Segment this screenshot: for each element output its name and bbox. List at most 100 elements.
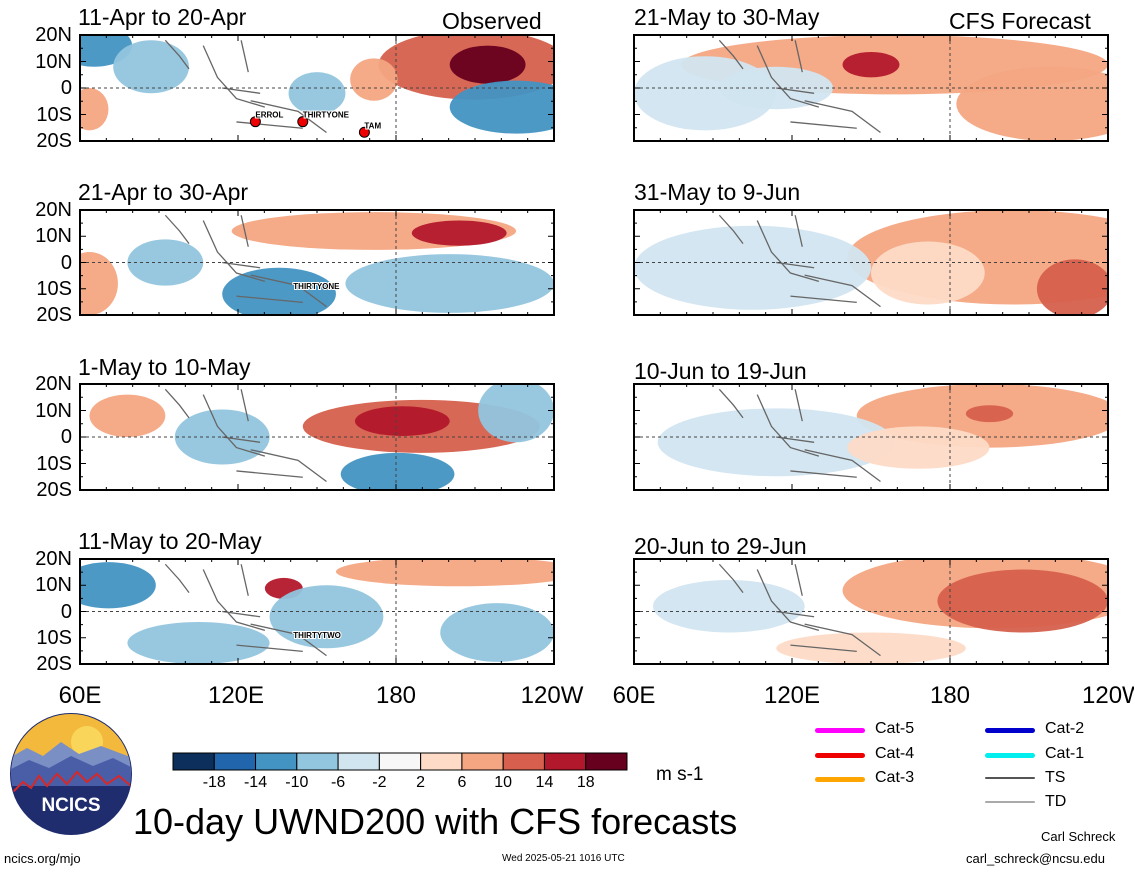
wind-anomaly-region	[871, 241, 985, 305]
wind-anomaly-region	[113, 40, 190, 94]
footer-url: ncics.org/mjo	[4, 851, 81, 866]
legend-label: Cat-4	[875, 745, 915, 762]
legend-label: Cat-3	[875, 769, 915, 786]
wind-anomaly-region	[335, 559, 554, 587]
lon-label: 120E	[207, 682, 265, 709]
colorbar-swatch	[296, 752, 339, 771]
colorbar-swatch	[502, 752, 545, 771]
wind-anomaly-region	[1036, 259, 1108, 315]
legend-line	[985, 777, 1035, 779]
footer-timestamp: Wed 2025-05-21 1016 UTC	[502, 853, 625, 864]
lat-label: 20N	[35, 199, 72, 221]
wind-anomaly-region	[354, 406, 450, 436]
map-panel	[633, 558, 1109, 665]
storm-label: THIRTYONE	[303, 111, 350, 120]
panel-title: 31-May to 9-Jun	[634, 179, 801, 205]
legend-label: Cat-5	[875, 720, 915, 737]
lon-label: 180	[375, 682, 417, 709]
legend-label: TD	[1045, 793, 1067, 810]
wind-anomaly-region	[937, 569, 1108, 633]
wind-anomaly-region	[80, 562, 156, 609]
colorbar-swatch	[543, 752, 587, 771]
wind-anomaly-region	[657, 408, 895, 477]
colorbar-swatch	[420, 752, 463, 771]
map-panel	[633, 34, 1109, 142]
legend-line	[815, 753, 865, 758]
wind-anomaly-region	[269, 585, 384, 649]
panel-title: 11-May to 20-May	[78, 528, 262, 554]
colorbar-swatch	[255, 752, 298, 771]
lat-label: 20S	[36, 653, 72, 675]
wind-anomaly-region	[345, 254, 554, 313]
storm-label: THIRTYTWO	[293, 631, 341, 640]
footer-author: Carl Schreck	[1041, 829, 1116, 844]
lat-label: 0	[60, 426, 72, 448]
colorbar-swatch	[378, 752, 422, 771]
panel-source-label: CFS Forecast	[949, 8, 1091, 34]
lon-label: 120E	[763, 682, 821, 709]
colorbar-label: -10	[285, 774, 309, 791]
map-panels: ERROL THIRTYONE TAM THIRTYONE THIRTYTWO	[79, 34, 1109, 665]
colorbar-swatch	[337, 752, 380, 771]
lat-label: 10S	[36, 626, 72, 649]
wind-anomaly-region	[89, 394, 166, 437]
storm-marker	[249, 116, 261, 128]
wind-anomaly-region	[80, 88, 109, 131]
wind-anomaly-region	[847, 426, 990, 469]
lat-label: 10N	[35, 225, 72, 248]
legend-label: Cat-2	[1045, 720, 1085, 737]
wind-anomaly-region	[350, 58, 398, 101]
map-panel	[633, 383, 1109, 491]
legend-label: TS	[1045, 769, 1066, 786]
colorbar	[172, 752, 628, 771]
map-panel	[633, 209, 1109, 316]
panel-title: 10-Jun to 19-Jun	[634, 358, 807, 384]
wind-anomaly-region	[478, 384, 554, 443]
lat-label: 20N	[35, 373, 72, 395]
panel-source-label: Observed	[442, 8, 542, 34]
lon-label: 60E	[612, 682, 656, 709]
colorbar-label: 6	[457, 774, 467, 791]
storm-label: THIRTYONE	[293, 282, 340, 291]
panel-title: 1-May to 10-May	[78, 354, 251, 380]
legend-line	[985, 801, 1035, 803]
lon-label: 120W	[1082, 684, 1134, 708]
wind-anomaly-region	[965, 405, 1014, 423]
lat-label: 10S	[36, 103, 72, 126]
map-panel: ERROL THIRTYONE TAM	[79, 34, 555, 142]
wind-anomaly-region	[340, 452, 455, 490]
lat-label: 10N	[35, 50, 72, 73]
lat-label: 20N	[35, 548, 72, 570]
wind-anomaly-region	[127, 622, 270, 664]
storm-marker	[297, 116, 309, 128]
wind-anomaly-region	[449, 45, 526, 84]
wind-anomaly-region	[449, 80, 554, 134]
legend-line	[815, 728, 865, 733]
storm-label: ERROL	[255, 111, 283, 120]
colorbar-units: m s-1	[656, 764, 704, 785]
wind-anomaly-region	[288, 72, 346, 115]
lon-label: 60E	[58, 682, 102, 709]
legend-label: Cat-1	[1045, 745, 1085, 762]
wind-anomaly-region	[842, 51, 900, 78]
lat-label: 0	[60, 77, 72, 99]
panel-title: 20-Jun to 29-Jun	[634, 533, 807, 559]
lon-label: 180	[929, 682, 971, 709]
lat-label: 10S	[36, 277, 72, 300]
wind-anomaly-region	[80, 252, 118, 315]
colorbar-swatch	[213, 752, 257, 771]
wind-anomaly-region	[634, 225, 871, 310]
legend-line	[985, 753, 1035, 758]
logo-text: NCICS	[41, 795, 100, 816]
colorbar-label: 14	[535, 774, 554, 791]
colorbar-swatch	[585, 752, 628, 771]
lat-label: 10S	[36, 452, 72, 475]
colorbar-label: -18	[202, 774, 226, 791]
lat-label: 0	[60, 251, 72, 274]
lat-label: 20S	[36, 479, 72, 501]
lat-label: 0	[60, 600, 72, 623]
wind-anomaly-region	[652, 580, 805, 633]
lat-label: 20S	[36, 130, 72, 152]
storm-label: TAM	[364, 121, 381, 130]
wind-anomaly-region	[411, 220, 507, 246]
